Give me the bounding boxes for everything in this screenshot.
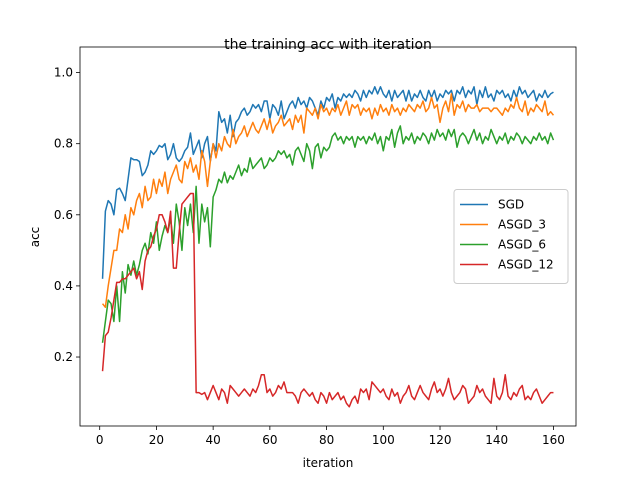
x-tick-label: 60 (262, 433, 277, 447)
x-tick-label: 140 (485, 433, 508, 447)
x-tick-label: 20 (149, 433, 164, 447)
legend: SGD ASGD_3 ASGD_6 ASGD_12 (453, 189, 569, 284)
y-tick-label: 0.4 (54, 279, 73, 293)
y-tick-label: 0.6 (54, 208, 73, 222)
x-tick-label: 160 (542, 433, 565, 447)
legend-label: ASGD_6 (498, 238, 546, 252)
series-line (101, 93, 555, 308)
x-tick-label: 0 (96, 433, 104, 447)
x-tick-label: 100 (372, 433, 395, 447)
y-tick-label: 0.2 (54, 350, 73, 364)
series-line (101, 192, 554, 408)
y-tick-label: 1.0 (54, 66, 73, 80)
chart-title: the training acc with iteration (224, 37, 432, 53)
legend-label: ASGD_12 (498, 258, 554, 272)
x-axis-label: iteration (303, 456, 354, 470)
x-tick-label: 80 (319, 433, 334, 447)
plot-frame (79, 46, 577, 427)
legend-box (453, 189, 569, 284)
x-tick-label: 40 (206, 433, 221, 447)
y-axis-label: acc (28, 227, 42, 248)
series-line (101, 86, 554, 279)
x-tick-label: 120 (429, 433, 452, 447)
legend-label: ASGD_3 (498, 218, 546, 232)
legend-label: SGD (498, 198, 524, 212)
series-line (101, 125, 555, 343)
y-tick-label: 0.8 (54, 137, 73, 151)
